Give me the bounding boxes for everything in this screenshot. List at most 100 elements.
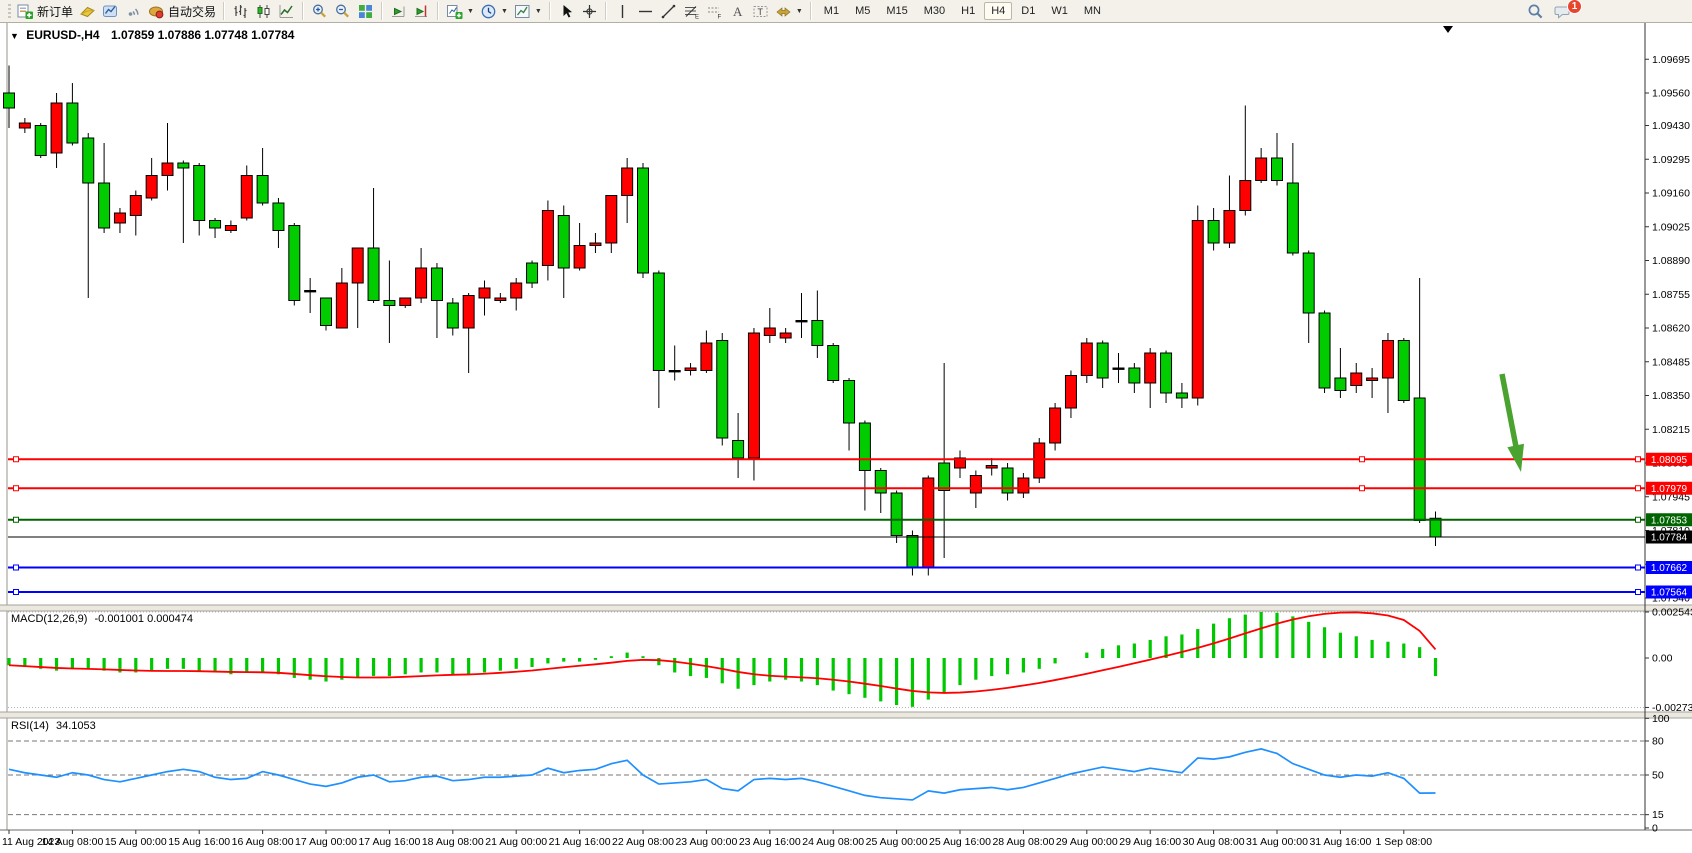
templates-icon [514,3,531,20]
label-button[interactable]: T [749,0,772,22]
cursor-button[interactable] [555,0,578,22]
down-arrow-annotation[interactable] [1499,373,1524,472]
line-handle[interactable] [13,564,19,571]
timeframes-toolbar: M1 M5 M15 M30 H1 H4 D1 W1 MN [806,2,1109,20]
auto-scroll-button[interactable] [387,0,410,22]
auto-trading-label: 自动交易 [168,4,217,19]
crosshair-icon [581,3,598,20]
svg-text:29 Aug 00:00: 29 Aug 00:00 [1056,836,1118,848]
line-handle[interactable] [1635,589,1641,595]
toolbar-separator [381,2,384,20]
crosshair-button[interactable] [578,0,601,22]
svg-text:0: 0 [1652,823,1658,835]
svg-text:15 Aug 00:00: 15 Aug 00:00 [105,836,167,848]
svg-text:1.09295: 1.09295 [1652,154,1690,166]
new-order-button[interactable]: 新订单 [14,0,76,22]
svg-text:1.07564: 1.07564 [1651,588,1688,599]
zoom-in-icon [311,3,328,20]
timeframe-h1-button[interactable]: H1 [961,5,976,17]
timeframe-d1-button[interactable]: D1 [1021,5,1036,17]
tile-windows-icon [357,3,374,20]
horizontal-line-button[interactable] [634,0,657,22]
search-button[interactable] [1524,0,1547,22]
svg-text:21 Aug 00:00: 21 Aug 00:00 [485,836,547,848]
svg-text:21 Aug 16:00: 21 Aug 16:00 [549,836,611,848]
horizontal-line-object[interactable] [8,456,1645,463]
svg-text:1.08485: 1.08485 [1652,356,1690,368]
svg-text:1.08755: 1.08755 [1652,289,1690,301]
chart-canvas[interactable]: 1.09695 1.09560 1.09430 1.09295 1.09160 1.090… [0,23,1692,853]
horizontal-line-object[interactable] [8,589,1645,595]
chevron-down-icon[interactable]: ▼ [467,7,474,15]
bar-chart-icon [232,3,249,20]
line-handle[interactable] [13,485,19,492]
toolbar-grip[interactable] [8,3,11,19]
bar-chart-button[interactable] [229,0,252,22]
line-handle[interactable] [1635,516,1641,523]
svg-text:F: F [717,14,721,20]
timeframe-m5-button[interactable]: M5 [855,5,871,17]
trendline-button[interactable] [657,0,680,22]
svg-text:1.08095: 1.08095 [1651,455,1688,466]
timeframe-h4-button[interactable]: H4 [984,2,1013,20]
line-handle[interactable] [1635,456,1641,463]
zoom-in-button[interactable] [308,0,331,22]
chevron-down-icon[interactable]: ▼ [500,7,508,15]
horizontal-line-object[interactable] [8,516,1645,523]
timeframe-m1-button[interactable]: M1 [823,5,840,17]
notifications-button[interactable]: 1 [1551,0,1592,22]
timeframe-w1-button[interactable]: W1 [1051,5,1068,17]
chevron-down-icon[interactable]: ▼ [534,7,542,15]
charts-cloud-button[interactable] [99,0,122,22]
rsi-label: RSI(14) [11,720,49,732]
arrows-button[interactable]: ▼ [772,0,806,22]
toolbar-separator [223,2,226,20]
line-handle[interactable] [13,516,19,523]
horizontal-line-object[interactable] [8,564,1645,571]
toolbar-separator [809,2,812,20]
chevron-down-icon[interactable]: ▼ [10,31,19,41]
horizontal-line-object[interactable] [8,485,1645,492]
svg-text:0.00: 0.00 [1652,653,1673,665]
line-handle[interactable] [1359,456,1365,463]
new-chart-button[interactable]: ▼ [443,0,477,22]
timeframe-m30-button[interactable]: M30 [923,5,946,17]
svg-text:24 Aug 08:00: 24 Aug 08:00 [802,836,864,848]
rsi-value: 34.1053 [55,720,96,732]
zoom-out-button[interactable] [331,0,354,22]
line-handle[interactable] [1359,485,1365,492]
chevron-down-icon[interactable]: ▼ [795,7,803,15]
fibonacci-button[interactable]: E [680,0,703,22]
line-handle[interactable] [1635,485,1641,492]
tile-windows-button[interactable] [354,0,377,22]
timeframe-mn-button[interactable]: MN [1083,5,1101,17]
line-handle[interactable] [13,456,19,463]
trendline-icon [660,3,677,20]
svg-text:1.09695: 1.09695 [1652,54,1690,66]
timeframe-m15-button[interactable]: M15 [886,5,908,17]
svg-text:16 Aug 08:00: 16 Aug 08:00 [232,836,294,848]
label-icon: T [752,3,769,20]
ticket-button[interactable] [76,0,99,22]
svg-text:23 Aug 16:00: 23 Aug 16:00 [739,836,801,848]
text-button[interactable]: A [726,0,749,22]
ohlc-values: 1.07859 1.07886 1.07748 1.07784 [110,28,295,42]
line-handle[interactable] [13,589,19,595]
chart-shift-marker[interactable] [1443,26,1453,33]
chart-shift-button[interactable] [410,0,433,22]
vertical-line-icon [614,3,631,20]
candlestick-button[interactable] [252,0,275,22]
profiles-button[interactable]: ▼ [477,0,511,22]
line-chart-button[interactable] [275,0,298,22]
svg-text:31 Aug 00:00: 31 Aug 00:00 [1246,836,1308,848]
auto-trading-button[interactable]: 自动交易 [145,0,219,22]
line-handle[interactable] [1635,564,1641,571]
vertical-line-button[interactable] [611,0,634,22]
signal-button[interactable] [122,0,145,22]
equidistant-button[interactable]: F [703,0,726,22]
new-chart-icon [446,3,463,20]
new-order-label: 新订单 [37,4,74,19]
templates-button[interactable]: ▼ [511,0,545,22]
svg-text:15 Aug 16:00: 15 Aug 16:00 [168,836,230,848]
